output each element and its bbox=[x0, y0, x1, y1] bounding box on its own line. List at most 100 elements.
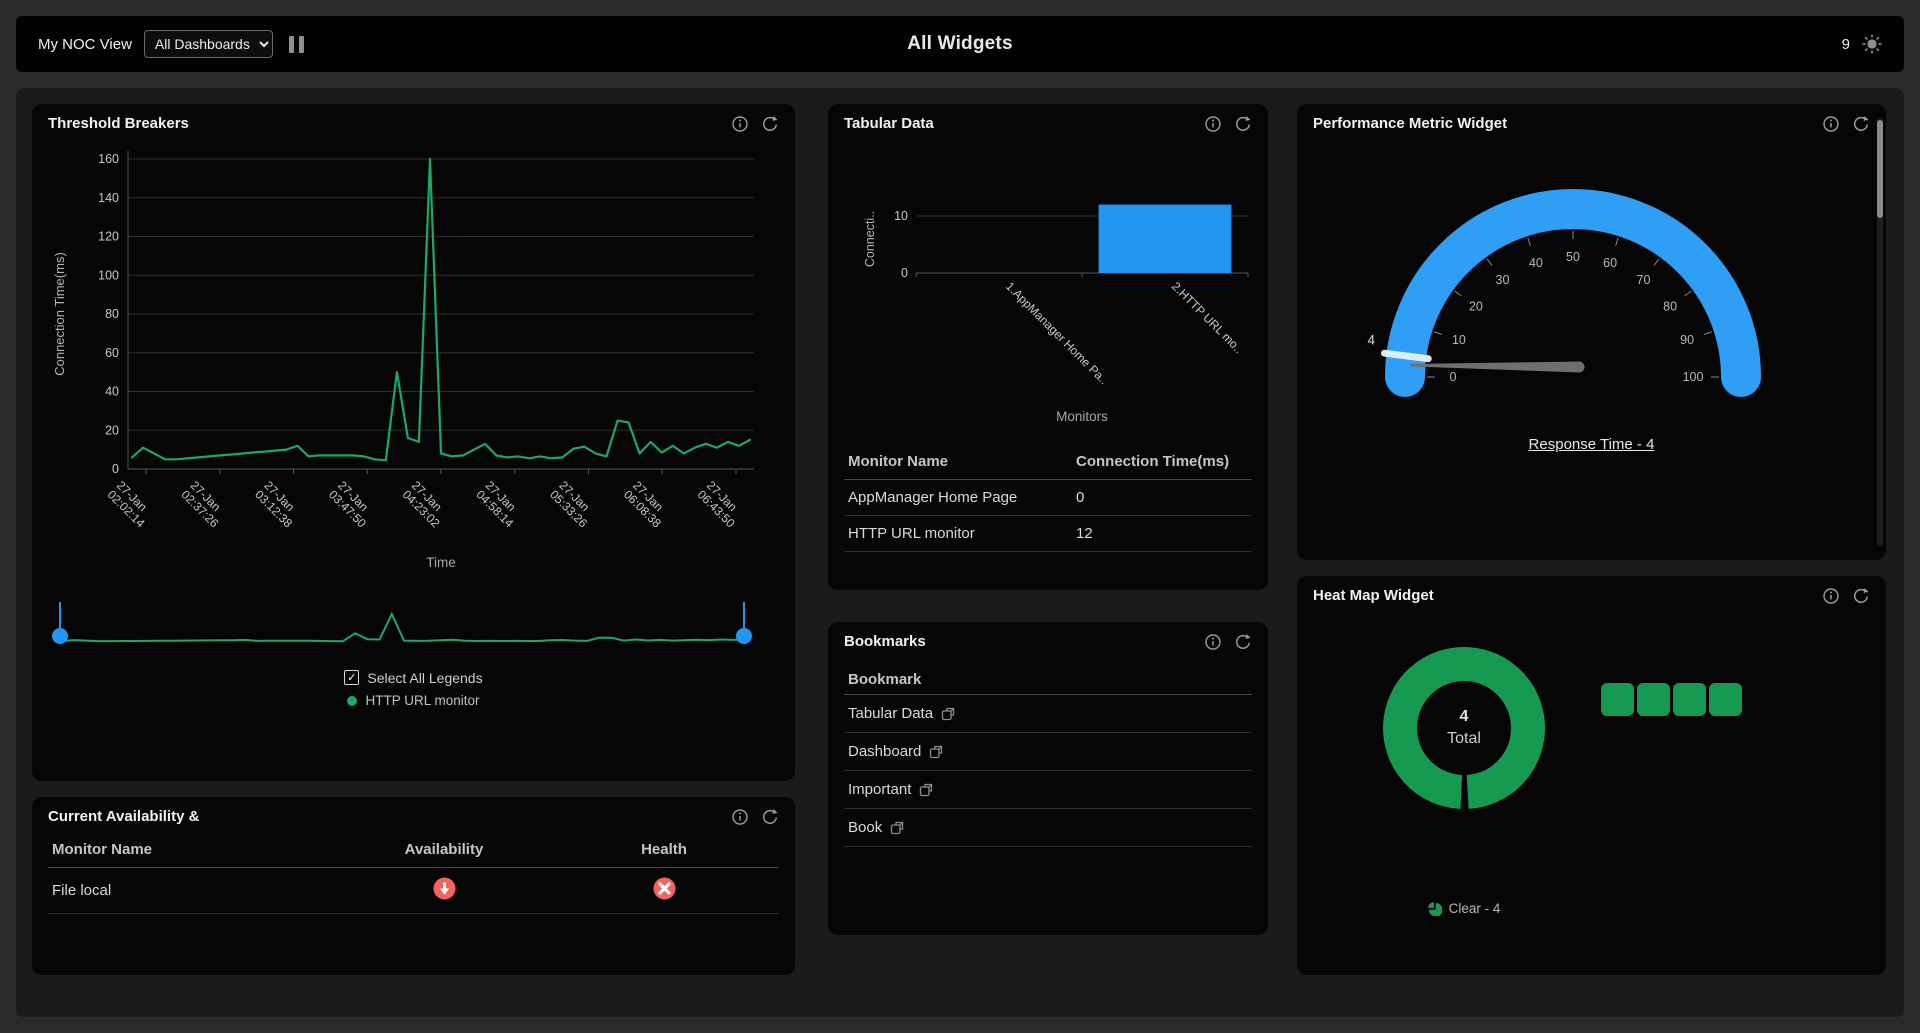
gauge-caption-link[interactable]: Response Time - 4 bbox=[1528, 436, 1655, 453]
threshold-line-svg: 0 20 40 60 80 100 120 140 160 27-Jan02:02:14 27-Ja… bbox=[52, 151, 754, 570]
svg-text:20: 20 bbox=[1468, 300, 1482, 314]
svg-text:27-Jan03:12:38: 27-Jan03:12:38 bbox=[252, 478, 304, 530]
svg-text:40: 40 bbox=[105, 385, 119, 399]
info-icon[interactable] bbox=[731, 808, 749, 826]
threshold-breakers-widget: Threshold Breakers 0 20 40 60 80 100 120 140 160… bbox=[32, 104, 795, 781]
monitor-name-cell[interactable]: File local bbox=[52, 882, 112, 899]
widget-scrollbar-thumb[interactable] bbox=[1877, 120, 1883, 218]
tabular-bar-svg: 0 10 1.AppManager Home Pa.. 2.HTTP URL mo..… bbox=[863, 204, 1249, 424]
info-icon[interactable] bbox=[1822, 115, 1840, 133]
refresh-icon[interactable] bbox=[1234, 115, 1252, 133]
svg-text:80: 80 bbox=[105, 307, 119, 321]
donut-center-text: 4 Total bbox=[1369, 633, 1559, 823]
bookmark-label[interactable]: Important bbox=[848, 781, 912, 798]
info-icon[interactable] bbox=[731, 115, 749, 133]
top-bar: My NOC View All Dashboards All Widgets 9 bbox=[16, 16, 1904, 72]
health-critical-icon bbox=[653, 877, 675, 900]
svg-text:20: 20 bbox=[105, 423, 119, 437]
bookmark-item[interactable]: Dashboard bbox=[844, 733, 1252, 770]
refresh-icon[interactable] bbox=[761, 115, 779, 133]
donut-svg bbox=[1383, 647, 1545, 809]
bookmark-item[interactable]: Tabular Data bbox=[844, 695, 1252, 732]
column-header-health: Health bbox=[641, 841, 687, 858]
threshold-line-chart: 0 20 40 60 80 100 120 140 160 27-Jan02:02:14 27-Ja… bbox=[48, 133, 779, 600]
refresh-icon[interactable] bbox=[1852, 587, 1870, 605]
select-all-legends-checkbox[interactable]: ✓ bbox=[344, 670, 360, 685]
table-row[interactable]: AppManager Home Page 0 bbox=[844, 480, 1252, 515]
refresh-icon[interactable] bbox=[1852, 115, 1870, 133]
svg-text:27-Jan06:43:50: 27-Jan06:43:50 bbox=[695, 478, 747, 530]
svg-text:100: 100 bbox=[1682, 370, 1703, 384]
table-row[interactable]: File local bbox=[48, 868, 779, 913]
widget-scrollbar-track[interactable] bbox=[1877, 118, 1883, 546]
svg-text:60: 60 bbox=[105, 346, 119, 360]
range-slider-left-handle[interactable] bbox=[52, 602, 68, 650]
select-all-legends-label: Select All Legends bbox=[367, 669, 483, 686]
legend-swatch bbox=[347, 695, 358, 706]
donut-total-label: Total bbox=[1447, 730, 1481, 747]
widget-title: Heat Map Widget bbox=[1313, 587, 1434, 604]
svg-text:1.AppManager Home Pa..: 1.AppManager Home Pa.. bbox=[1003, 279, 1111, 387]
heat-cell[interactable] bbox=[1601, 683, 1634, 716]
column-header-connection-time: Connection Time(ms) bbox=[1076, 453, 1230, 470]
connection-time-cell: 12 bbox=[1076, 525, 1093, 542]
time-range-slider[interactable] bbox=[48, 602, 779, 664]
svg-text:27-Jan03:47:50: 27-Jan03:47:50 bbox=[326, 478, 378, 530]
widget-title: Tabular Data bbox=[844, 115, 934, 132]
open-in-new-icon[interactable] bbox=[941, 707, 955, 721]
svg-text:0: 0 bbox=[901, 266, 908, 280]
svg-text:27-Jan06:08:38: 27-Jan06:08:38 bbox=[621, 478, 673, 530]
svg-text:27-Jan02:02:14: 27-Jan02:02:14 bbox=[105, 478, 157, 530]
svg-text:70: 70 bbox=[1636, 273, 1650, 287]
monitor-name-cell[interactable]: HTTP URL monitor bbox=[848, 525, 975, 542]
donut-total-value: 4 bbox=[1459, 708, 1469, 725]
svg-text:100: 100 bbox=[98, 268, 119, 282]
heat-map-cells[interactable] bbox=[1601, 683, 1742, 716]
slider-sparkline-svg bbox=[61, 611, 747, 643]
connection-time-bar-chart: 0 10 1.AppManager Home Pa.. 2.HTTP URL mo..… bbox=[844, 133, 1252, 438]
widget-title: Threshold Breakers bbox=[48, 115, 189, 132]
svg-text:4: 4 bbox=[1367, 333, 1375, 348]
heat-cell[interactable] bbox=[1673, 683, 1706, 716]
monitor-name-cell[interactable]: AppManager Home Page bbox=[848, 489, 1018, 506]
bookmark-item[interactable]: Book bbox=[844, 809, 1252, 846]
bookmark-label[interactable]: Dashboard bbox=[848, 743, 922, 760]
svg-text:50: 50 bbox=[1566, 250, 1580, 264]
pause-icon[interactable] bbox=[288, 35, 304, 53]
refresh-icon[interactable] bbox=[761, 808, 779, 826]
info-icon[interactable] bbox=[1204, 115, 1222, 133]
widget-title: Bookmarks bbox=[844, 633, 926, 650]
svg-text:27-Jan04:23:02: 27-Jan04:23:02 bbox=[400, 478, 452, 530]
heat-map-legend[interactable]: Clear - 4 bbox=[1313, 901, 1615, 916]
brightness-icon[interactable] bbox=[1862, 34, 1882, 54]
info-icon[interactable] bbox=[1822, 587, 1840, 605]
availability-down-icon bbox=[433, 877, 455, 900]
open-in-new-icon[interactable] bbox=[919, 783, 933, 797]
heat-cell[interactable] bbox=[1709, 683, 1742, 716]
refresh-icon[interactable] bbox=[1234, 633, 1252, 651]
svg-text:Time: Time bbox=[426, 555, 456, 570]
dashboard-select[interactable]: All Dashboards bbox=[143, 30, 273, 58]
bookmark-item[interactable]: Important bbox=[844, 771, 1252, 808]
open-in-new-icon[interactable] bbox=[929, 745, 943, 759]
bookmark-label[interactable]: Book bbox=[848, 819, 883, 836]
info-icon[interactable] bbox=[1204, 633, 1222, 651]
open-in-new-icon[interactable] bbox=[890, 821, 904, 835]
svg-text:160: 160 bbox=[98, 152, 119, 166]
widget-count: 9 bbox=[1841, 35, 1850, 53]
heat-map-widget: Heat Map Widget 4 Total Clear - 4 bbox=[1297, 576, 1886, 975]
legend-item-http-url-monitor[interactable]: HTTP URL monitor bbox=[347, 693, 480, 708]
page-title: All Widgets bbox=[907, 33, 1013, 54]
svg-text:27-Jan04:58:14: 27-Jan04:58:14 bbox=[473, 478, 525, 530]
svg-text:90: 90 bbox=[1680, 333, 1694, 347]
bookmark-label[interactable]: Tabular Data bbox=[848, 705, 934, 722]
table-row[interactable]: HTTP URL monitor 12 bbox=[844, 516, 1252, 551]
svg-text:40: 40 bbox=[1528, 256, 1542, 270]
heat-legend-label: Clear - 4 bbox=[1448, 901, 1501, 916]
current-availability-widget: Current Availability & Monitor Name Avai… bbox=[32, 797, 795, 975]
heat-cell[interactable] bbox=[1637, 683, 1670, 716]
gauge-svg: 0 10 20 30 40 50 60 70 80 90 100 4 bbox=[1367, 189, 1761, 397]
range-slider-right-handle[interactable] bbox=[736, 602, 752, 650]
connection-time-cell: 0 bbox=[1076, 489, 1085, 506]
widget-title: Performance Metric Widget bbox=[1313, 115, 1508, 132]
